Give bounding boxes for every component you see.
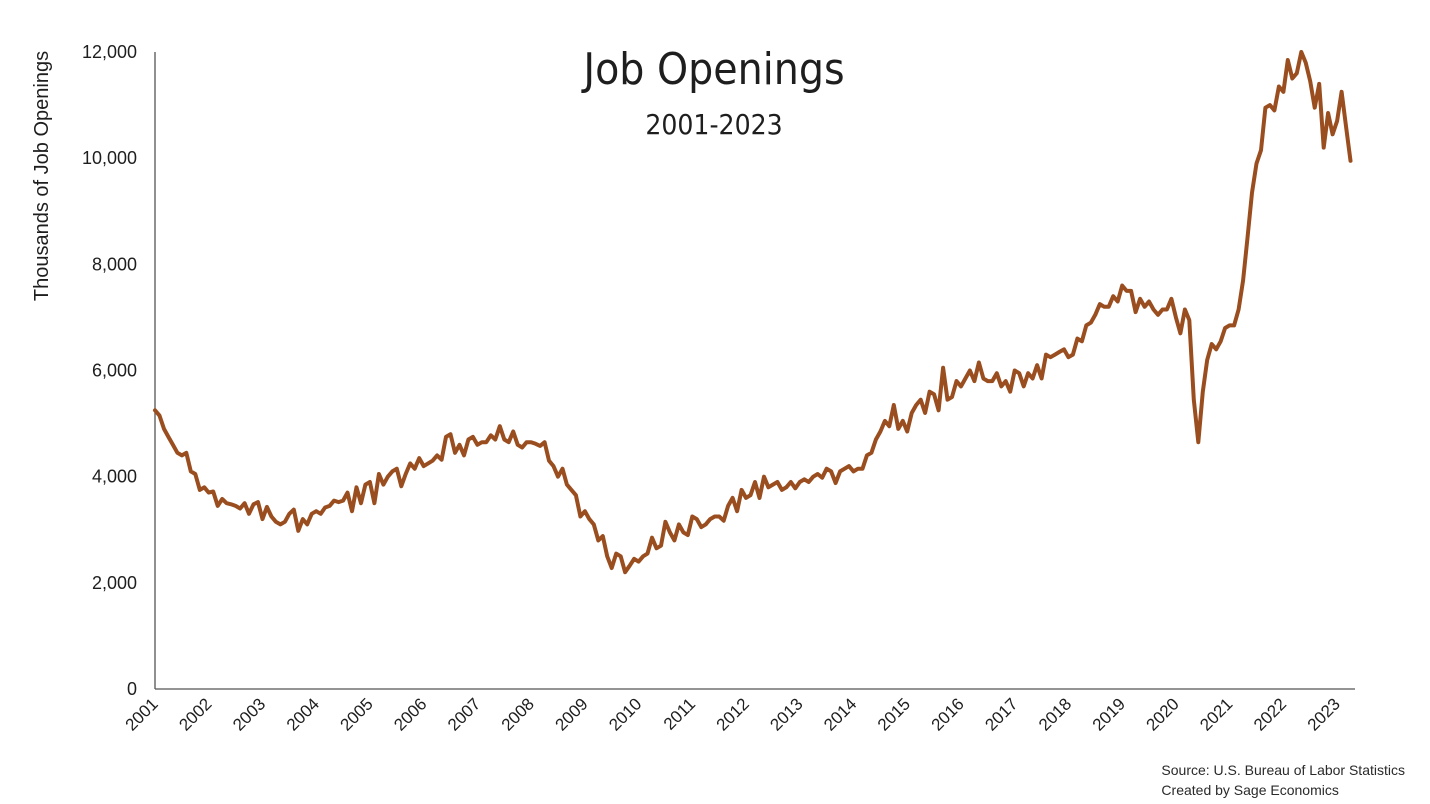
x-tick-label: 2013 (766, 694, 806, 734)
x-tick-label: 2019 (1089, 694, 1129, 734)
x-tick-label: 2015 (874, 694, 914, 734)
x-axis-ticks: 2001 2002 2003 2004 2005 2006 2007 2008 2009 2010… (122, 694, 1344, 734)
y-tick-label: 8,000 (92, 254, 137, 274)
x-tick-label: 2008 (498, 694, 538, 734)
y-tick-label: 4,000 (92, 467, 137, 487)
x-tick-label: 2006 (390, 694, 430, 734)
x-tick-label: 2018 (1035, 694, 1075, 734)
x-tick-label: 2003 (229, 694, 269, 734)
chart-subtitle: 2001-2023 (645, 108, 782, 141)
y-tick-label: 12,000 (82, 42, 137, 62)
x-tick-label: 2012 (713, 694, 753, 734)
x-tick-label: 2022 (1250, 694, 1290, 734)
x-tick-label: 2016 (928, 694, 968, 734)
x-tick-label: 2011 (660, 694, 699, 733)
x-tick-label: 2001 (122, 694, 162, 734)
x-tick-label: 2017 (981, 694, 1021, 734)
credit-note: Created by Sage Economics (1161, 782, 1339, 798)
x-tick-label: 2002 (175, 694, 215, 734)
y-tick-label: 6,000 (92, 361, 137, 381)
x-tick-label: 2004 (283, 694, 323, 734)
x-tick-label: 2014 (820, 694, 860, 734)
x-tick-label: 2005 (337, 694, 377, 734)
x-tick-label: 2023 (1304, 694, 1344, 734)
source-note: Source: U.S. Bureau of Labor Statistics (1161, 762, 1405, 778)
series-line-job-openings (153, 50, 1353, 575)
x-tick-label: 2020 (1143, 694, 1183, 734)
x-tick-label: 2010 (605, 694, 645, 734)
x-tick-label: 2009 (551, 694, 591, 734)
chart-footer: Source: U.S. Bureau of Labor Statistics … (1161, 760, 1405, 800)
y-tick-label: 0 (127, 679, 137, 699)
x-tick-label: 2007 (444, 694, 484, 734)
chart-title: Job Openings (580, 44, 844, 95)
y-tick-label: 2,000 (92, 573, 137, 593)
x-tick-label: 2021 (1196, 694, 1236, 734)
y-axis-label: Thousands of Job Openings (31, 51, 53, 301)
y-axis-ticks: 0 2,000 4,000 6,000 8,000 10,000 12,000 (82, 42, 137, 699)
y-tick-label: 10,000 (82, 148, 137, 168)
